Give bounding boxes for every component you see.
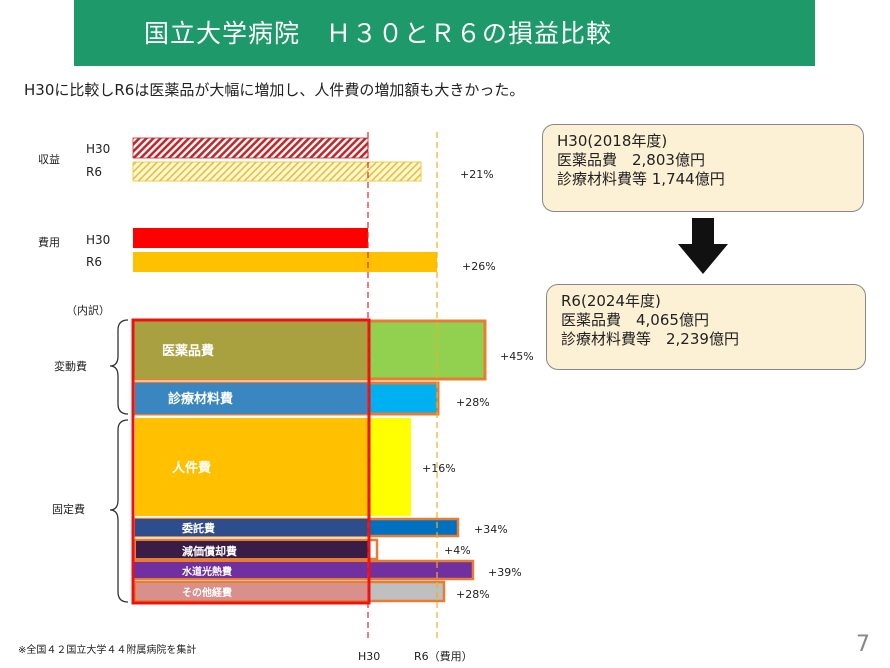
down-arrow-icon — [678, 218, 728, 274]
bar-revenue-h30 — [132, 137, 369, 159]
h30-note-drug: 医薬品費 2,803億円 — [557, 151, 705, 169]
row-label-cost-h30: H30 — [86, 233, 110, 247]
reference-label-r6: R6（費用） — [414, 649, 473, 663]
bar-material-h30 — [135, 383, 368, 414]
bar-utility-h30 — [134, 562, 368, 578]
category-label-drug: 医薬品費 — [162, 343, 214, 359]
h30-note-title: H30(2018年度) — [557, 132, 668, 150]
category-label-personnel: 人件費 — [172, 460, 211, 476]
bar-personnel-h30 — [135, 418, 368, 516]
r6-note-drug: 医薬品費 4,065億円 — [561, 311, 709, 329]
h30-note-material: 診療材料費等 1,744億円 — [557, 170, 725, 188]
h30-total-outline — [131, 318, 371, 605]
bar-outsourcing-h30 — [135, 519, 368, 536]
category-label-material: 診療材料費 — [168, 391, 233, 407]
row-label-cost-r6: R6 — [86, 255, 102, 269]
title-band: 国立大学病院 Ｈ３０とＲ６の損益比較 — [74, 0, 815, 66]
page-subtitle: H30に比較しR6は医薬品が大幅に増加し、人件費の増加額も大きかった。 — [24, 81, 525, 99]
category-label-other: その他経費 — [182, 586, 232, 599]
brace-fixed-cost — [109, 419, 129, 603]
change-label-personnel: +16% — [422, 462, 456, 475]
change-label-revenue: +21% — [460, 168, 494, 181]
bar-cost-r6 — [133, 252, 437, 272]
category-label-utility: 水道光熱費 — [181, 565, 232, 578]
r6-note-title: R6(2024年度) — [561, 292, 661, 310]
group-label-fixed-cost: 固定費 — [52, 502, 85, 516]
category-label-depreciation: 減価償却費 — [182, 544, 237, 558]
change-label-utility: +39% — [488, 566, 522, 579]
group-label-revenue: 収益 — [38, 152, 60, 166]
group-label-variable-cost: 変動費 — [54, 359, 87, 373]
r6-note-material: 診療材料費等 2,239億円 — [561, 330, 739, 348]
row-label-revenue-r6: R6 — [86, 165, 102, 179]
bar-other-h30 — [136, 583, 368, 600]
r6-note-box: R6(2024年度) 医薬品費 4,065億円 診療材料費等 2,239億円 — [546, 284, 866, 370]
footnote: ※全国４２国立大学４４附属病院を集計 — [18, 645, 197, 656]
change-label-material: +28% — [456, 396, 490, 409]
bar-depreciation-h30 — [136, 541, 368, 558]
change-label-depreciation: +4% — [444, 544, 471, 557]
page-number: 7 — [856, 632, 870, 657]
change-label-cost: +26% — [462, 260, 496, 273]
change-label-outsourcing: +34% — [474, 523, 508, 536]
change-label-other: +28% — [456, 588, 490, 601]
h30-note-box: H30(2018年度) 医薬品費 2,803億円 診療材料費等 1,744億円 — [542, 124, 864, 212]
row-label-revenue-h30: H30 — [86, 142, 110, 156]
change-label-drug: +45% — [500, 350, 534, 363]
brace-variable-cost — [109, 319, 129, 415]
bar-drug-h30 — [133, 321, 368, 379]
category-label-outsourcing: 委託費 — [181, 521, 215, 535]
breakdown-label: （内訳） — [66, 303, 110, 317]
page-title: 国立大学病院 Ｈ３０とＲ６の損益比較 — [144, 19, 613, 48]
bar-revenue-r6 — [132, 161, 422, 182]
bar-cost-h30 — [133, 228, 368, 248]
group-label-cost: 費用 — [38, 235, 60, 249]
reference-label-h30: H30 — [358, 650, 380, 663]
